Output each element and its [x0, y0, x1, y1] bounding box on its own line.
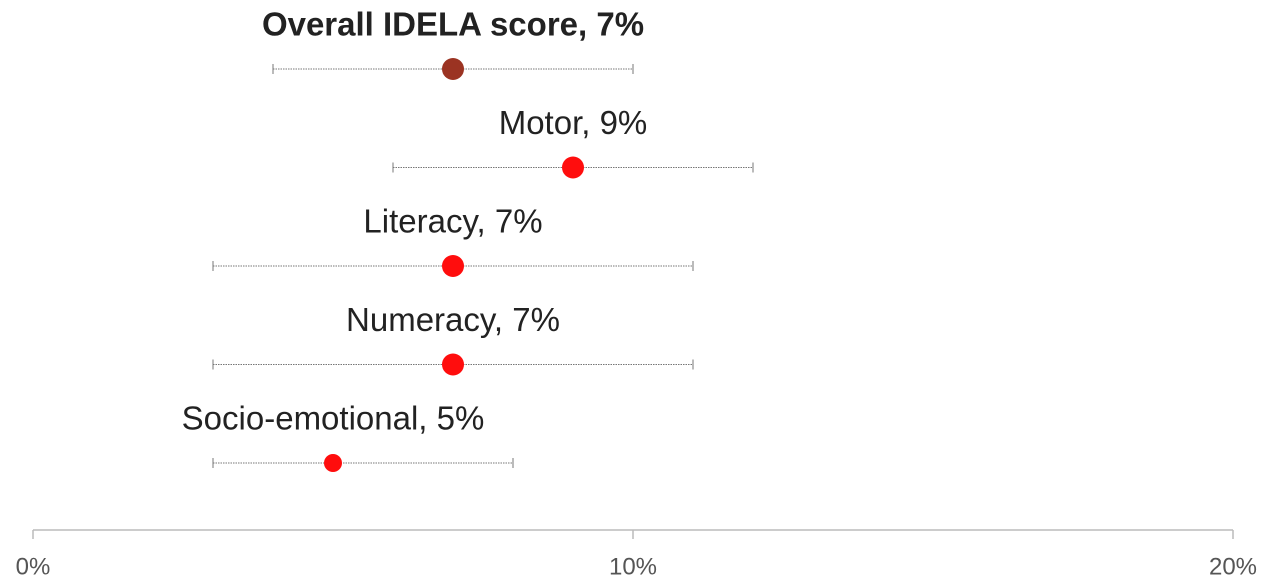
dot — [442, 255, 464, 277]
category-label: Numeracy, 7% — [346, 301, 560, 338]
category-label: Motor, 9% — [499, 104, 648, 141]
category-label: Literacy, 7% — [363, 203, 542, 240]
dot — [442, 58, 464, 80]
category-label: Socio-emotional, 5% — [182, 400, 485, 437]
dot — [442, 353, 464, 376]
category-label: Overall IDELA score, 7% — [262, 6, 644, 43]
x-tick-label: 0% — [16, 553, 51, 580]
dot — [562, 156, 584, 179]
x-tick-label: 10% — [609, 553, 657, 580]
x-tick-label: 20% — [1209, 553, 1257, 580]
dot — [324, 454, 342, 472]
